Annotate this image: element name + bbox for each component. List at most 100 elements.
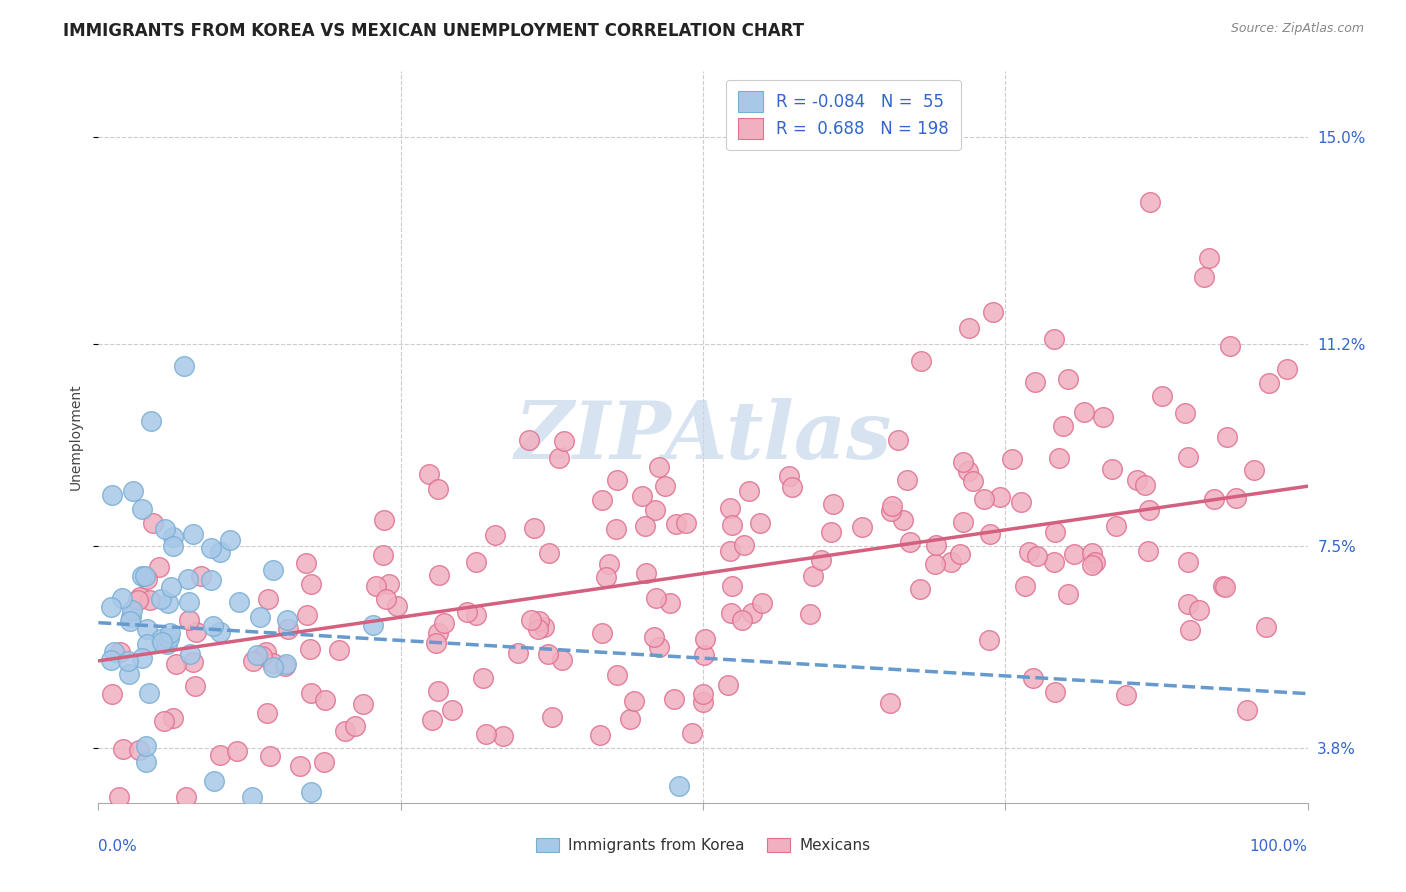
Point <box>110 591 132 605</box>
Point <box>1139 195 1161 210</box>
Point <box>1275 361 1298 376</box>
Point <box>589 727 612 741</box>
Point <box>695 632 717 646</box>
Point <box>426 482 449 496</box>
Point <box>553 434 575 448</box>
Point <box>939 555 962 569</box>
Point <box>898 534 921 549</box>
Point <box>1137 502 1160 516</box>
Point <box>141 414 163 428</box>
Point <box>778 468 800 483</box>
Point <box>378 577 401 591</box>
Point <box>1115 688 1137 702</box>
Point <box>277 622 299 636</box>
Point <box>1137 543 1160 558</box>
Point <box>128 743 150 757</box>
Point <box>139 592 162 607</box>
Point <box>851 520 873 534</box>
Point <box>1258 376 1281 390</box>
Point <box>142 516 165 530</box>
Point <box>1052 419 1074 434</box>
Point <box>952 516 974 530</box>
Point <box>299 577 322 591</box>
Point <box>427 568 450 582</box>
Point <box>737 483 759 498</box>
Point <box>110 645 132 659</box>
Point <box>527 615 550 629</box>
Point <box>924 557 946 571</box>
Point <box>117 654 139 668</box>
Point <box>1056 587 1078 601</box>
Point <box>314 755 336 769</box>
Point <box>538 546 561 560</box>
Point <box>721 579 744 593</box>
Point <box>200 573 222 587</box>
Point <box>155 522 177 536</box>
Point <box>1126 473 1149 487</box>
Point <box>636 566 658 580</box>
Point <box>202 774 225 789</box>
Point <box>1084 555 1107 569</box>
Text: 100.0%: 100.0% <box>1250 839 1308 855</box>
Point <box>675 516 697 530</box>
Point <box>427 626 450 640</box>
Point <box>162 711 184 725</box>
Point <box>135 572 157 586</box>
Point <box>290 759 312 773</box>
Point <box>131 502 153 516</box>
Point <box>1177 597 1199 611</box>
Point <box>121 603 143 617</box>
Point <box>108 790 131 805</box>
Point <box>654 479 676 493</box>
Point <box>484 528 506 542</box>
Point <box>352 697 374 711</box>
Point <box>801 569 824 583</box>
Point <box>595 570 617 584</box>
Point <box>956 465 979 479</box>
Point <box>648 640 671 654</box>
Point <box>891 513 914 527</box>
Point <box>1092 410 1115 425</box>
Point <box>988 490 1011 504</box>
Point <box>1133 478 1156 492</box>
Point <box>262 563 284 577</box>
Point <box>1177 555 1199 569</box>
Point <box>121 484 143 499</box>
Point <box>1202 491 1225 506</box>
Point <box>228 595 250 609</box>
Legend: Immigrants from Korea, Mexicans: Immigrants from Korea, Mexicans <box>529 830 877 861</box>
Point <box>1042 332 1064 346</box>
Point <box>242 790 264 805</box>
Point <box>1177 450 1199 465</box>
Point <box>925 538 948 552</box>
Point <box>517 433 540 447</box>
Point <box>294 556 316 570</box>
Point <box>118 667 141 681</box>
Point <box>619 712 641 726</box>
Point <box>598 558 620 572</box>
Point <box>979 527 1001 541</box>
Point <box>506 646 529 660</box>
Point <box>162 540 184 554</box>
Point <box>540 710 562 724</box>
Point <box>643 631 665 645</box>
Point <box>533 620 555 634</box>
Point <box>226 744 249 758</box>
Point <box>606 668 628 682</box>
Point <box>298 642 321 657</box>
Point <box>131 650 153 665</box>
Point <box>780 480 803 494</box>
Point <box>821 498 844 512</box>
Point <box>1014 579 1036 593</box>
Point <box>160 580 183 594</box>
Point <box>246 648 269 663</box>
Point <box>547 450 569 465</box>
Point <box>910 353 932 368</box>
Point <box>343 719 366 733</box>
Point <box>440 703 463 717</box>
Point <box>879 697 901 711</box>
Point <box>1150 389 1173 403</box>
Point <box>426 683 449 698</box>
Point <box>173 359 195 373</box>
Point <box>681 725 703 739</box>
